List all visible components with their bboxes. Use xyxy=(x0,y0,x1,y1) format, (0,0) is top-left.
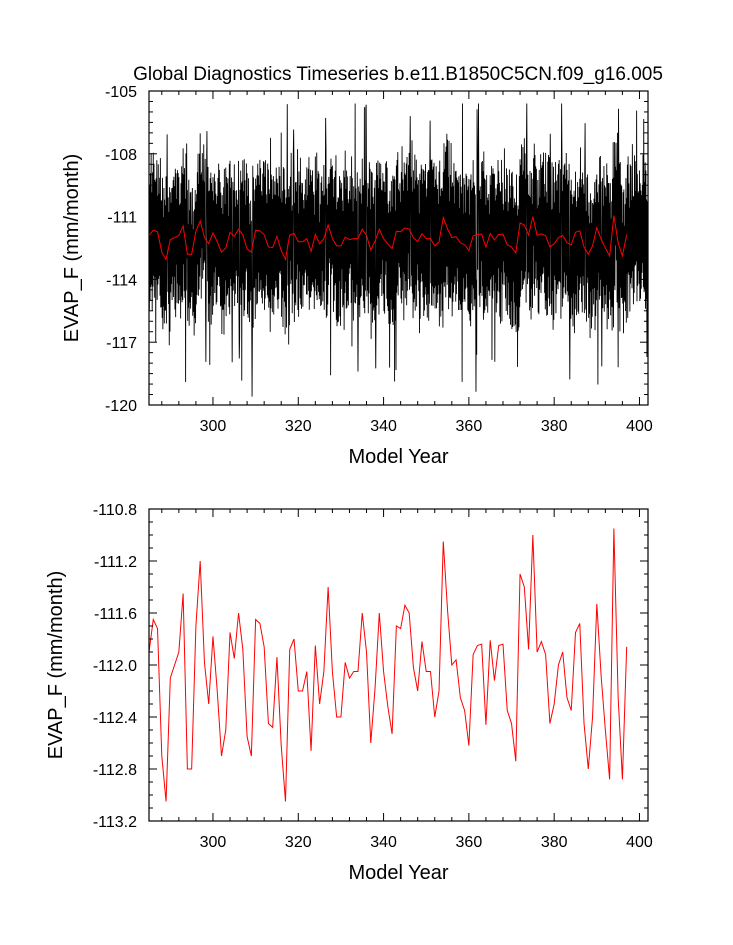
y-tick-label: -112.4 xyxy=(93,710,137,727)
timeseries-panel-monthly: 300 320 340 360 380 400 -120 -117 -114 -111 -108 -1… xyxy=(61,84,653,468)
series-line-monthly xyxy=(148,103,649,397)
figure-title: Global Diagnostics Timeseries b.e11.B185… xyxy=(133,64,663,85)
y-tick-label: -105 xyxy=(105,84,137,101)
x-tick-label: 320 xyxy=(285,834,312,851)
x-tick-label: 340 xyxy=(370,834,397,851)
y-tick-label: -108 xyxy=(105,147,137,164)
y-tick-label: -110.8 xyxy=(93,502,137,519)
series-line-annual xyxy=(148,215,628,262)
x-tick-label: 400 xyxy=(626,834,653,851)
plot-frame xyxy=(148,508,649,822)
x-axis-label: Model Year xyxy=(348,862,448,884)
y-tick-label: -114 xyxy=(106,272,137,289)
x-axis-label: Model Year xyxy=(348,446,448,468)
timeseries-panel-annual: 300 320 340 360 380 400 -113.2 -112.8 -112.4 -112… xyxy=(45,502,653,884)
y-tick-label: -111.6 xyxy=(94,606,137,623)
y-tick-label: -112.8 xyxy=(93,762,137,779)
x-tick-label: 300 xyxy=(200,834,227,851)
y-axis-label: EVAP_F (mm/month) xyxy=(61,154,83,343)
x-tick-label: 300 xyxy=(200,418,227,435)
x-tick-label: 360 xyxy=(456,418,483,435)
x-tick-label: 380 xyxy=(541,834,568,851)
x-tick-label: 360 xyxy=(456,834,483,851)
y-tick-label: -111.2 xyxy=(94,554,137,571)
y-tick-label: -111 xyxy=(107,210,137,227)
x-tick-label: 320 xyxy=(285,418,312,435)
y-tick-label: -117 xyxy=(106,335,137,352)
x-tick-label: 400 xyxy=(626,418,653,435)
x-tick-label: 380 xyxy=(541,418,568,435)
y-tick-label: -113.2 xyxy=(93,814,137,831)
series-line-annual xyxy=(148,528,628,802)
y-axis-label: EVAP_F (mm/month) xyxy=(45,571,67,760)
y-tick-label: -120 xyxy=(105,398,137,415)
x-tick-label: 340 xyxy=(370,418,397,435)
y-tick-label: -112.0 xyxy=(93,658,137,675)
